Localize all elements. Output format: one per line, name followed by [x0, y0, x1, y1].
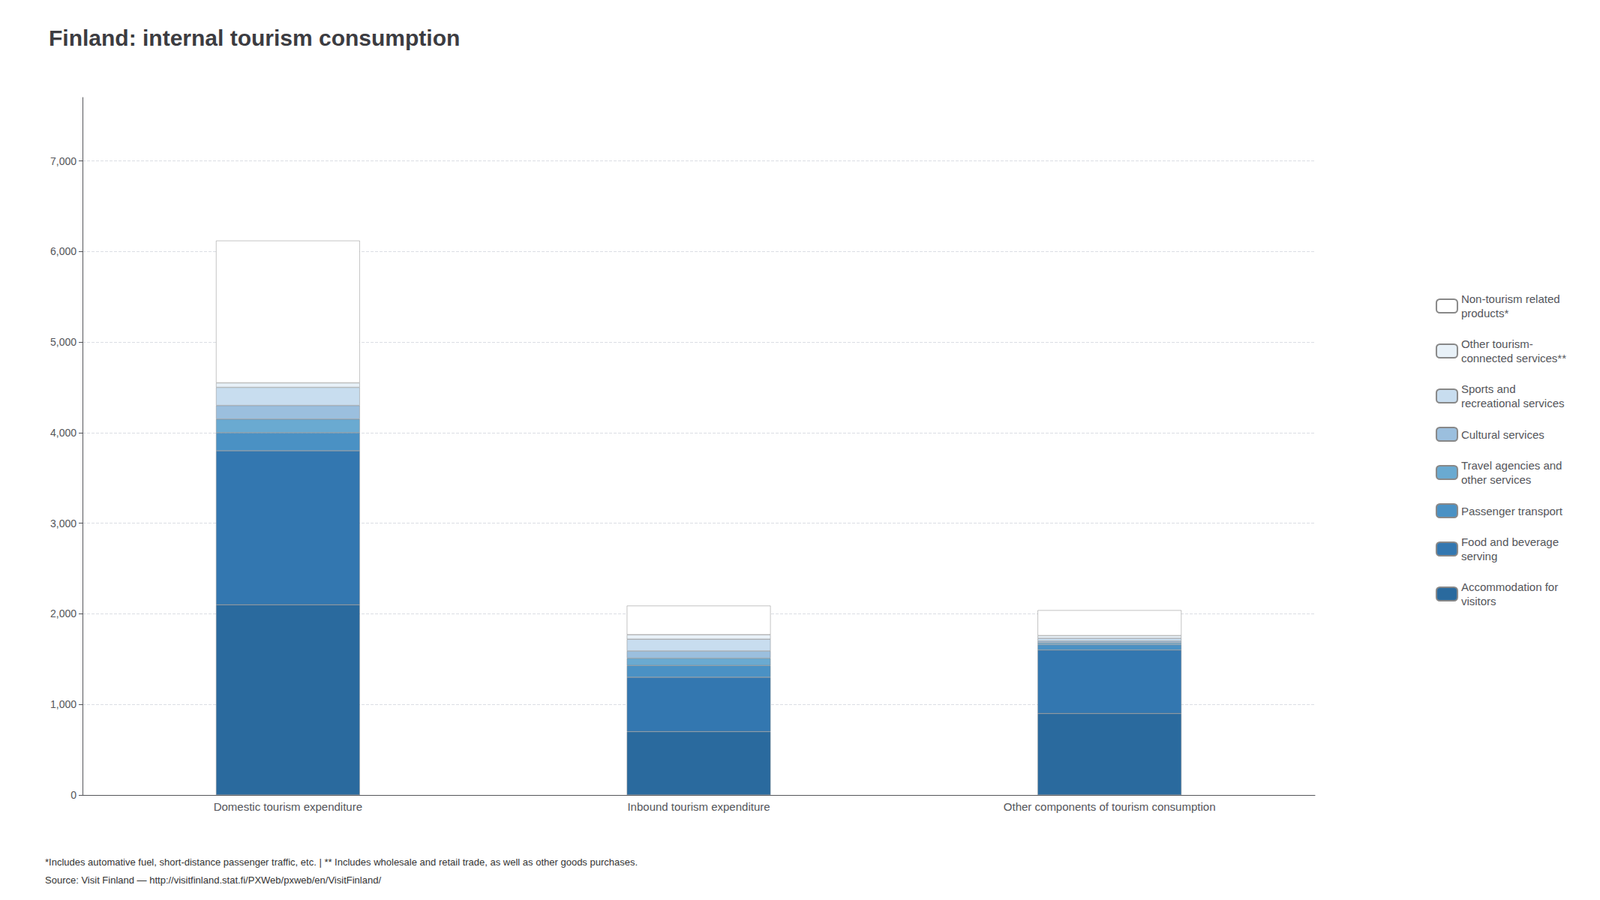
svg-text:6,000: 6,000 — [50, 245, 77, 258]
svg-text:2,000: 2,000 — [50, 607, 77, 620]
svg-text:Travel agencies and: Travel agencies and — [1461, 459, 1563, 472]
svg-text:7,000: 7,000 — [50, 155, 77, 168]
svg-text:Other tourism-: Other tourism- — [1461, 337, 1534, 351]
svg-text:Finland: internal tourism cons: Finland: internal tourism consumption — [48, 25, 460, 51]
svg-text:Accommodation for: Accommodation for — [1461, 580, 1558, 594]
svg-text:Passenger transport: Passenger transport — [1461, 504, 1564, 518]
svg-text:*Includes automative fuel, sho: *Includes automative fuel, short-distanc… — [45, 856, 638, 868]
svg-text:0: 0 — [70, 789, 77, 802]
svg-text:5,000: 5,000 — [50, 336, 77, 349]
svg-text:Source: Visit Finland — http:/: Source: Visit Finland — http://visitfinl… — [45, 874, 382, 886]
svg-text:4,000: 4,000 — [50, 426, 77, 439]
svg-text:1,000: 1,000 — [50, 698, 77, 711]
svg-text:visitors: visitors — [1461, 594, 1497, 608]
svg-text:Food and beverage: Food and beverage — [1461, 535, 1559, 549]
svg-text:connected services**: connected services** — [1461, 351, 1567, 365]
svg-text:recreational services: recreational services — [1461, 396, 1565, 410]
svg-text:Other components of tourism co: Other components of tourism consumption — [1003, 800, 1216, 814]
svg-text:Domestic tourism expenditure: Domestic tourism expenditure — [213, 800, 363, 814]
svg-text:Sports and: Sports and — [1461, 382, 1516, 396]
svg-text:Inbound tourism expenditure: Inbound tourism expenditure — [627, 800, 770, 814]
svg-text:Non-tourism related: Non-tourism related — [1461, 292, 1561, 306]
svg-text:Cultural services: Cultural services — [1461, 428, 1545, 442]
svg-text:serving: serving — [1461, 549, 1498, 563]
svg-text:3,000: 3,000 — [50, 517, 77, 530]
svg-text:other services: other services — [1461, 473, 1531, 487]
svg-text:products*: products* — [1461, 306, 1510, 320]
